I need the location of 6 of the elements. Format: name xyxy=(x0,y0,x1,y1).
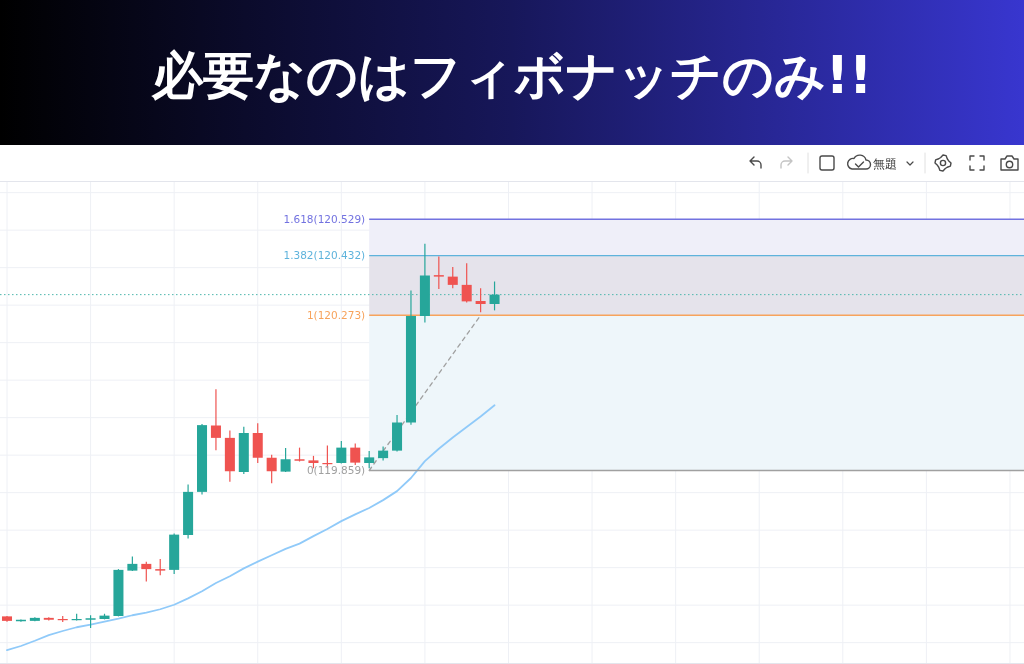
annotation: 無題 xyxy=(873,156,897,171)
title: 必要なのはフィボナッチのみ!! xyxy=(151,46,873,105)
ref-line-label: 1.382(120.432) xyxy=(283,249,366,262)
ref-line-label: 1(120.273) xyxy=(306,309,366,322)
ref-line-label: 1.618(120.529) xyxy=(283,213,366,226)
ref-line-label: 0(119.859) xyxy=(306,464,366,477)
